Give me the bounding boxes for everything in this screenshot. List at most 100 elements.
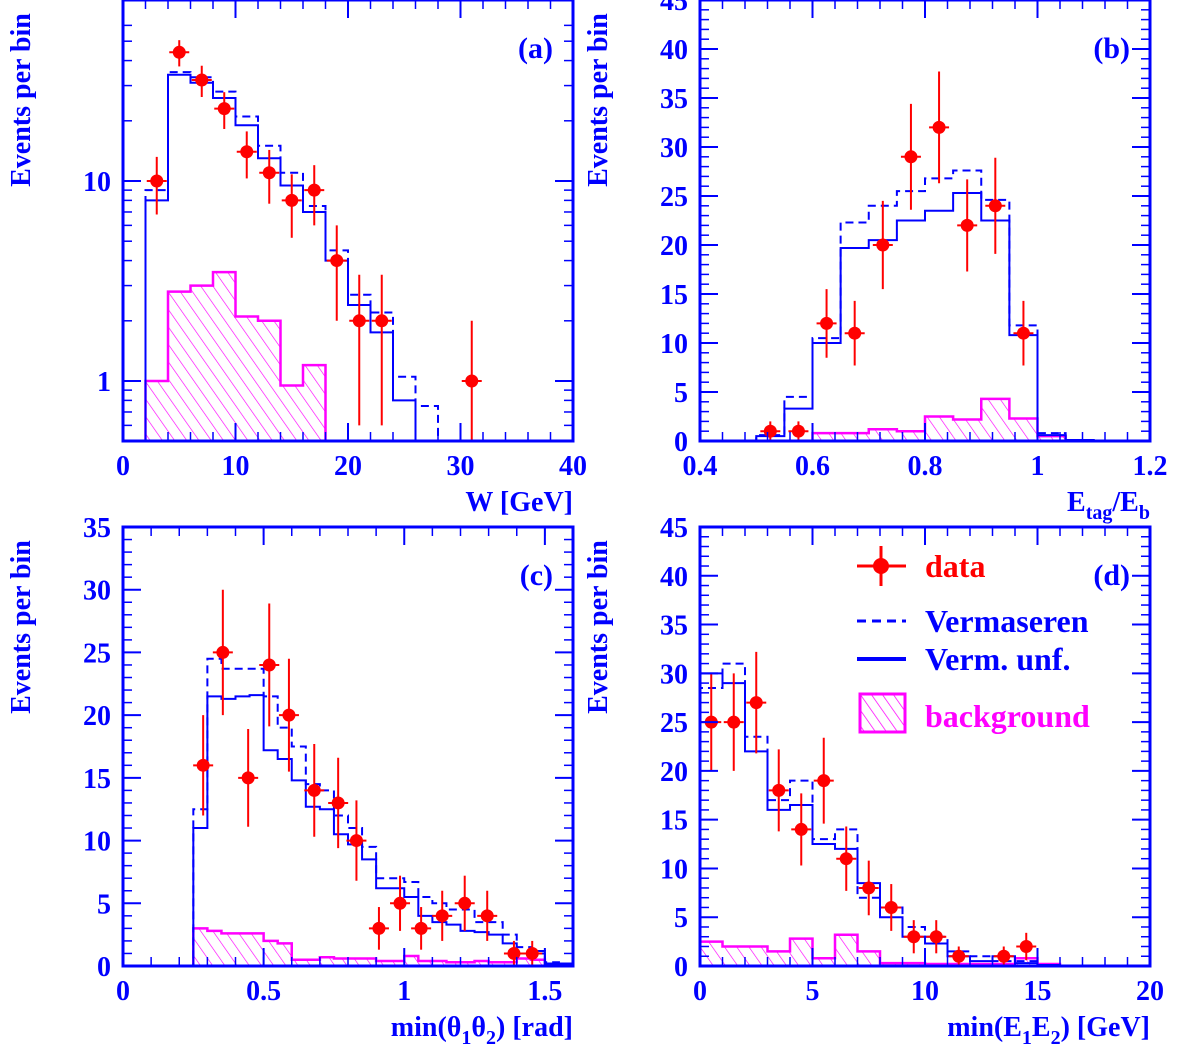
x-axis-label: min(E1E2) [GeV] xyxy=(947,1012,1150,1049)
label-part: E xyxy=(1067,487,1086,518)
background-bar xyxy=(835,934,858,966)
label-part: 2 xyxy=(486,1027,496,1049)
legend-verm-unf-label: Verm. unf. xyxy=(925,641,1070,677)
data-point xyxy=(952,949,966,963)
data-point xyxy=(862,881,876,895)
label-part: W [GeV] xyxy=(465,487,573,518)
data-point xyxy=(480,909,494,923)
background-bar xyxy=(404,955,419,966)
data-point xyxy=(932,120,946,134)
background-bar xyxy=(474,960,489,966)
data-point xyxy=(458,896,472,910)
background-bar xyxy=(168,291,191,441)
data-point xyxy=(240,145,254,159)
data-point xyxy=(839,852,853,866)
y-tick-label: 10 xyxy=(660,854,688,885)
data-point xyxy=(172,45,186,59)
background-bar xyxy=(722,946,745,966)
data-point xyxy=(262,166,276,180)
x-axis-label: min(θ1θ2) [rad] xyxy=(391,1012,573,1049)
data-point xyxy=(907,930,921,944)
data-point xyxy=(393,896,407,910)
data-point xyxy=(196,758,210,772)
background-bar xyxy=(700,941,723,966)
vermaseren-histogram xyxy=(700,662,1150,966)
background-outline xyxy=(123,927,573,966)
background-bar xyxy=(868,429,897,441)
label-part: θ xyxy=(447,1012,462,1043)
legend-vermaseren-label: Vermaseren xyxy=(925,603,1089,639)
x-tick-label: 40 xyxy=(559,451,587,482)
data-point xyxy=(876,238,890,252)
plot-area xyxy=(700,71,1150,441)
data-point xyxy=(820,316,834,330)
panel-a: 0 10 20 30 40 1 10 Events per bin (a) W [GeV] xyxy=(6,0,587,518)
background-bar xyxy=(745,946,768,966)
verm-unf-histogram xyxy=(123,694,573,966)
x-tick-label: 0.5 xyxy=(246,976,281,1007)
legend-data-marker xyxy=(873,558,889,574)
background-bar xyxy=(446,962,461,966)
data-point xyxy=(262,658,276,672)
background-bar xyxy=(812,433,841,441)
background-bar xyxy=(530,959,545,966)
data-point xyxy=(749,696,763,710)
y-axis-label: Events per bin xyxy=(583,540,614,714)
background-outline xyxy=(144,270,327,441)
x-tick-label: 0 xyxy=(116,451,130,482)
legend-data: data xyxy=(857,546,985,586)
data-point xyxy=(285,193,299,207)
label-part: ) [GeV] xyxy=(1061,1012,1150,1043)
legend-data-label: data xyxy=(925,548,985,584)
y-tick-label: 15 xyxy=(660,280,688,311)
data-point xyxy=(884,900,898,914)
background-bar xyxy=(291,959,306,966)
data-point xyxy=(904,150,918,164)
background-bar xyxy=(812,958,835,966)
data-point xyxy=(960,218,974,232)
y-tick-label: 40 xyxy=(660,35,688,66)
background-bar xyxy=(1009,418,1038,441)
data-point xyxy=(727,715,741,729)
background-bar xyxy=(390,960,405,966)
data-point xyxy=(241,771,255,785)
data-point xyxy=(848,326,862,340)
y-tick-label: 20 xyxy=(660,757,688,788)
y-tick-label: 20 xyxy=(660,231,688,262)
x-tick-label: 15 xyxy=(1024,976,1052,1007)
y-tick-label: 0 xyxy=(674,952,688,983)
y-tick-label: 35 xyxy=(660,611,688,642)
background-bar xyxy=(1037,436,1066,441)
background-bar xyxy=(516,958,531,966)
y-tick-label: 45 xyxy=(660,513,688,544)
background-bar xyxy=(857,951,880,966)
background-bar xyxy=(305,959,320,966)
x-tick-label: 5 xyxy=(806,976,820,1007)
data-point xyxy=(763,424,777,438)
label-part: 2 xyxy=(1051,1027,1061,1049)
legend-verm-unf: Verm. unf. xyxy=(857,641,1070,677)
legend-background-swatch xyxy=(858,692,907,734)
background-bar xyxy=(896,431,925,441)
data-point xyxy=(307,783,321,797)
data-point xyxy=(282,708,296,722)
x-tick-label: 0 xyxy=(116,976,130,1007)
data-point xyxy=(772,783,786,797)
label-part: min( xyxy=(391,1012,447,1043)
x-axis-label: W [GeV] xyxy=(465,487,573,518)
background-bar xyxy=(767,951,790,966)
data-point xyxy=(1019,939,1033,953)
y-tick-label: 30 xyxy=(83,576,111,607)
y-tick-label: 5 xyxy=(97,889,111,920)
data-point xyxy=(372,921,386,935)
legend: data Vermaseren Verm. unf. background xyxy=(857,546,1090,734)
data-point xyxy=(465,374,479,388)
x-tick-label: 0 xyxy=(693,976,707,1007)
axes-frame xyxy=(698,525,1152,968)
y-tick-label: 40 xyxy=(660,562,688,593)
background-bar xyxy=(258,320,281,441)
background-bar xyxy=(362,958,377,966)
background-bar xyxy=(221,933,236,966)
y-tick-label: 20 xyxy=(83,701,111,732)
